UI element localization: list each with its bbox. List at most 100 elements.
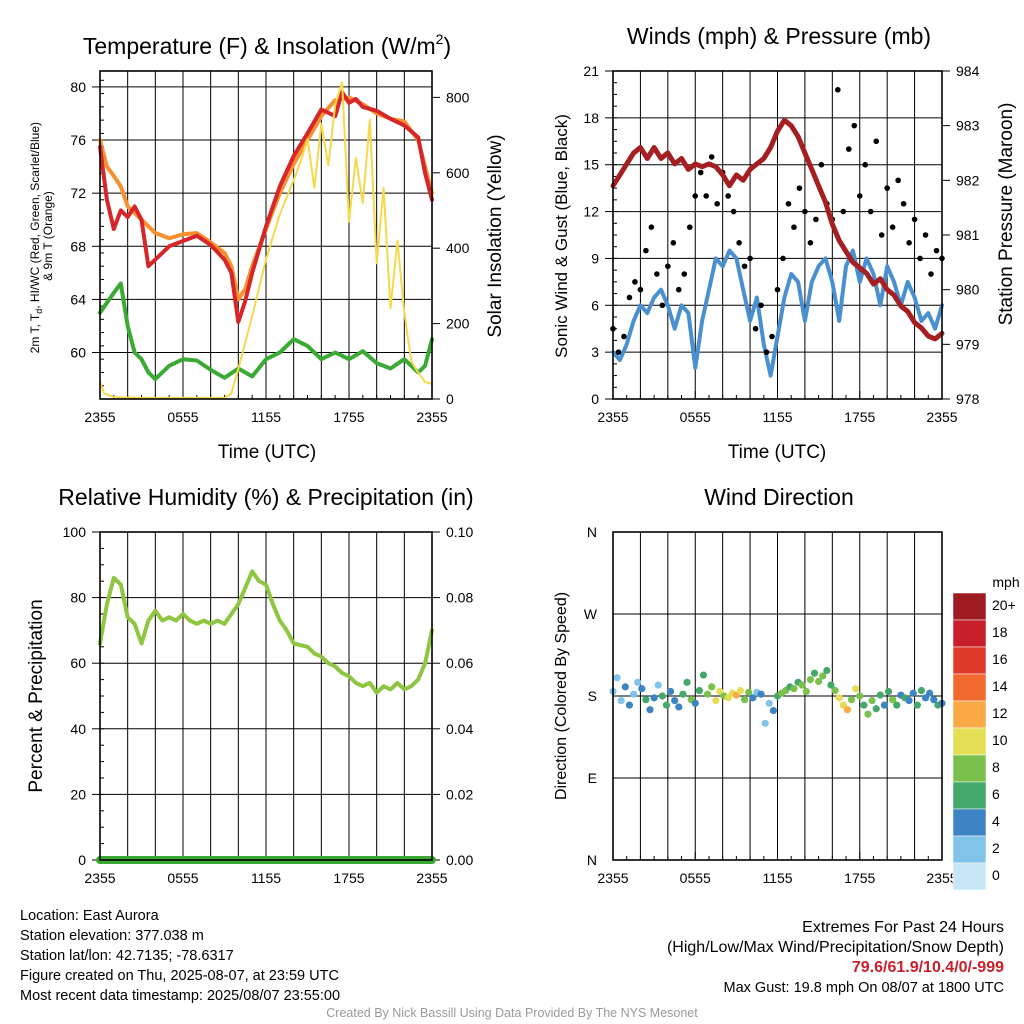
extremes-heading: Extremes For Past 24 Hours bbox=[802, 919, 1004, 936]
colorbar-swatch bbox=[952, 835, 987, 864]
y2-tick-label: 400 bbox=[446, 240, 470, 256]
colorbar-swatch bbox=[952, 862, 987, 891]
rh-title: Relative Humidity (%) & Precipitation (i… bbox=[58, 484, 473, 510]
y-tick-label: 40 bbox=[70, 721, 86, 737]
direction-point bbox=[695, 686, 703, 695]
direction-point bbox=[926, 689, 934, 697]
colorbar-label: 18 bbox=[992, 624, 1008, 640]
y2-tick-label: 981 bbox=[956, 227, 980, 243]
x-tick-label: 2355 bbox=[597, 870, 628, 886]
y2-tick-label: 979 bbox=[956, 336, 980, 352]
colorbar-swatch bbox=[952, 700, 987, 729]
y-tick-label: N bbox=[587, 524, 597, 540]
direction-point bbox=[823, 666, 831, 675]
colorbar-label: 6 bbox=[992, 786, 1000, 802]
y2-tick-label: 0.06 bbox=[446, 655, 473, 671]
y-tick-label: N bbox=[587, 852, 597, 868]
x-tick-label: 2355 bbox=[416, 870, 447, 886]
station-info: Location: East Aurora Station elevation:… bbox=[20, 906, 340, 1006]
colorbar-swatch bbox=[952, 673, 987, 702]
gust-point bbox=[796, 185, 803, 191]
wind-panel: 2355 0555 1155 1755 2355 0 3 6 9 12 15 18 21 978 979 98… bbox=[583, 63, 979, 425]
gust-point bbox=[637, 286, 644, 293]
gust-point bbox=[714, 200, 720, 207]
y-tick-label: 20 bbox=[70, 786, 86, 802]
y-tick-label: W bbox=[584, 606, 598, 622]
direction-point bbox=[699, 671, 708, 679]
direction-point bbox=[847, 696, 856, 704]
colorbar-swatch bbox=[952, 619, 987, 648]
dir-ylabel: Direction (Colored By Speed) bbox=[553, 592, 570, 800]
x-tick-label: 0555 bbox=[167, 409, 198, 425]
direction-point bbox=[617, 696, 625, 705]
direction-point bbox=[658, 692, 666, 700]
colorbar-swatch bbox=[952, 808, 987, 837]
colorbar-swatch bbox=[952, 592, 987, 621]
colorbar-label: 4 bbox=[992, 813, 1000, 829]
gust-point bbox=[692, 193, 699, 199]
x-tick-label: 1155 bbox=[762, 409, 792, 425]
gust-point bbox=[665, 263, 671, 270]
gust-point bbox=[862, 161, 869, 168]
direction-point bbox=[905, 696, 913, 705]
direction-point bbox=[761, 719, 769, 727]
y-tick-label: 80 bbox=[70, 79, 86, 95]
x-tick-label: 2355 bbox=[84, 870, 115, 886]
direction-point bbox=[666, 687, 675, 696]
direction-point bbox=[703, 690, 712, 698]
y2-tick-label: 0.00 bbox=[446, 852, 473, 868]
x-tick-label: 2355 bbox=[926, 409, 957, 425]
dir-title: Wind Direction bbox=[704, 484, 854, 510]
direction-point bbox=[613, 674, 621, 682]
gust-point bbox=[791, 224, 797, 230]
direction-point bbox=[868, 696, 876, 705]
wind-series-line-2 bbox=[610, 117, 945, 342]
extremes-values: 79.6/61.9/10.4/0/-999 bbox=[851, 959, 1004, 976]
gust-point bbox=[763, 349, 770, 355]
x-tick-label: 1755 bbox=[844, 409, 875, 425]
max-gust: Max Gust: 19.8 mph On 08/07 at 1800 UTC bbox=[723, 980, 1004, 996]
temp-panel: 2355 0555 1155 1755 235560646872768002004006… bbox=[70, 70, 470, 425]
latlon-line: Station lat/lon: 42.7135; -78.6317 bbox=[20, 948, 234, 964]
direction-point bbox=[909, 689, 917, 697]
temp-y2label: Solar Insolation (Yellow) bbox=[485, 134, 506, 337]
gust-point bbox=[802, 208, 808, 215]
direction-point bbox=[831, 686, 839, 695]
direction-point bbox=[679, 690, 687, 698]
gust-point bbox=[807, 240, 814, 246]
direction-point bbox=[650, 694, 658, 702]
y2-tick-label: 800 bbox=[446, 89, 470, 105]
direction-point bbox=[864, 710, 872, 718]
rh-series-line-0 bbox=[98, 569, 434, 695]
y2-tick-label: 0.08 bbox=[446, 590, 473, 606]
wind-title: Winds (mph) & Pressure (mb) bbox=[627, 23, 931, 49]
gust-point bbox=[643, 247, 649, 254]
y2-tick-label: 980 bbox=[956, 282, 980, 298]
x-tick-label: 1155 bbox=[762, 870, 792, 886]
gust-point bbox=[621, 333, 627, 340]
extremes-subheading: (High/Low/Max Wind/Precipitation/Snow De… bbox=[666, 939, 1004, 956]
gust-point bbox=[917, 255, 923, 262]
colorbar-label: 12 bbox=[992, 705, 1008, 721]
x-tick-label: 1755 bbox=[333, 409, 364, 425]
gust-point bbox=[856, 193, 863, 199]
gust-point bbox=[922, 232, 929, 238]
x-tick-label: 2355 bbox=[597, 409, 628, 425]
y-tick-label: 76 bbox=[70, 132, 86, 148]
direction-point bbox=[876, 691, 884, 699]
gust-point bbox=[840, 208, 847, 215]
gust-point bbox=[895, 177, 901, 184]
x-tick-label: 1755 bbox=[844, 870, 875, 886]
direction-point bbox=[708, 683, 716, 691]
gust-point bbox=[873, 138, 879, 145]
direction-point bbox=[675, 703, 683, 711]
y-tick-label: E bbox=[588, 770, 597, 786]
gust-point bbox=[900, 200, 907, 207]
direction-point bbox=[662, 701, 671, 709]
direction-point bbox=[798, 681, 806, 689]
gust-point bbox=[747, 255, 753, 262]
direction-point bbox=[917, 686, 926, 695]
gust-point bbox=[703, 193, 710, 199]
temp-series-line-3 bbox=[99, 81, 433, 399]
direction-point bbox=[860, 701, 868, 709]
